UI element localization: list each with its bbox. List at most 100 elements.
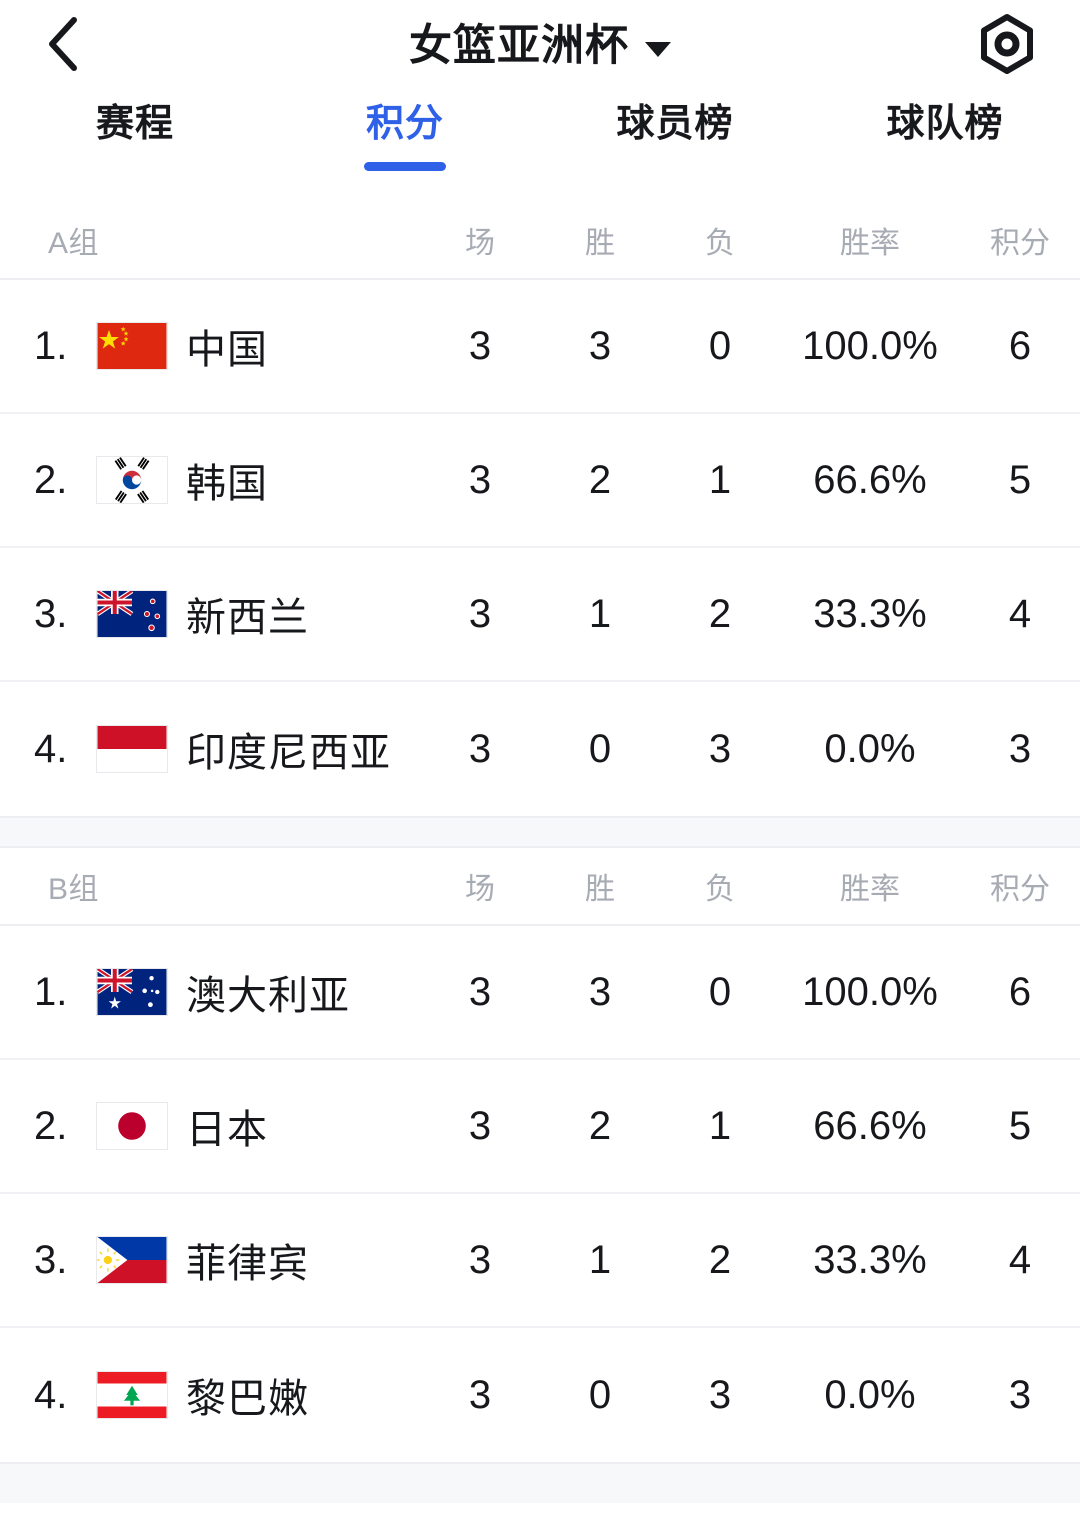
row-rank: 1. (34, 969, 68, 1014)
stat-points: 6 (1008, 969, 1032, 1014)
row-rank: 3. (34, 591, 68, 636)
row-rank: 4. (34, 1372, 68, 1417)
stat-won: 2 (588, 457, 612, 502)
page-title: 女篮亚洲杯 (409, 21, 629, 70)
group-separator-band (0, 816, 1080, 848)
top-navbar: 女篮亚洲杯 (0, 0, 1080, 92)
tab-player-rankings[interactable]: 球员榜 (540, 92, 810, 202)
group-a-table: A组 场 胜 负 胜率 积分 1. (0, 202, 1080, 816)
table-row[interactable]: 4. 黎巴嫩 3 0 3 0.0% 3 (0, 1328, 1080, 1462)
column-header-win-rate: 胜率 (840, 227, 900, 260)
stat-win-rate: 33.3% (813, 1237, 927, 1282)
tab-schedule[interactable]: 赛程 (0, 92, 270, 202)
stat-win-rate: 66.6% (813, 457, 927, 502)
group-b-header-row: B组 场 胜 负 胜率 积分 (0, 848, 1080, 926)
stat-played: 3 (468, 591, 492, 636)
hexagon-gear-icon (976, 13, 1038, 80)
stat-points: 5 (1008, 457, 1032, 502)
team-name: 黎巴嫩 (186, 1377, 309, 1421)
flag-china-icon (96, 322, 168, 370)
stat-won: 1 (588, 1237, 612, 1282)
title-dropdown[interactable]: 女篮亚洲杯 (409, 21, 671, 70)
stat-lost: 3 (708, 1372, 732, 1417)
back-button[interactable] (34, 15, 92, 78)
column-header-played: 场 (465, 227, 495, 260)
row-rank: 3. (34, 1237, 68, 1282)
settings-button[interactable] (976, 13, 1038, 80)
stat-lost: 2 (708, 1237, 732, 1282)
row-rank: 4. (34, 726, 68, 771)
stat-points: 3 (1008, 1372, 1032, 1417)
stat-lost: 3 (708, 726, 732, 771)
tab-standings[interactable]: 积分 (270, 92, 540, 202)
column-header-lost: 负 (705, 227, 735, 260)
stat-won: 0 (588, 1372, 612, 1417)
column-header-lost: 负 (705, 873, 735, 906)
table-row[interactable]: 3. 菲律宾 3 1 2 33.3% 4 (0, 1194, 1080, 1328)
row-rank: 2. (34, 1103, 68, 1148)
group-a-name: A组 (48, 227, 100, 260)
bottom-separator-band (0, 1462, 1080, 1503)
flag-australia-icon (96, 968, 168, 1016)
team-name: 中国 (186, 328, 268, 372)
stat-won: 0 (588, 726, 612, 771)
stat-points: 4 (1008, 591, 1032, 636)
stat-points: 3 (1008, 726, 1032, 771)
team-name: 韩国 (186, 462, 268, 506)
column-header-won: 胜 (585, 227, 615, 260)
table-row[interactable]: 2. 韩国 (0, 414, 1080, 548)
stat-win-rate: 33.3% (813, 591, 927, 636)
stat-win-rate: 0.0% (824, 1372, 916, 1417)
table-row[interactable]: 4. 印度尼西亚 3 0 3 0.0% 3 (0, 682, 1080, 816)
team-name: 印度尼西亚 (186, 731, 391, 775)
tab-underline (634, 162, 716, 171)
stat-played: 3 (468, 1372, 492, 1417)
tab-label: 积分 (365, 103, 444, 145)
flag-japan-icon (96, 1102, 168, 1150)
tab-team-rankings[interactable]: 球队榜 (810, 92, 1080, 202)
stat-won: 3 (588, 969, 612, 1014)
team-name: 澳大利亚 (186, 974, 350, 1018)
group-a-header-row: A组 场 胜 负 胜率 积分 (0, 202, 1080, 280)
stat-lost: 1 (708, 1103, 732, 1148)
stat-win-rate: 100.0% (802, 969, 938, 1014)
tab-underline (364, 161, 446, 171)
flag-philippines-icon (96, 1236, 168, 1284)
column-header-points: 积分 (990, 873, 1050, 906)
table-row[interactable]: 1. 中国 3 3 0 100.0% 6 (0, 280, 1080, 414)
team-name: 菲律宾 (186, 1242, 309, 1286)
row-rank: 2. (34, 457, 68, 502)
group-b-name: B组 (48, 873, 100, 906)
tab-label: 球员榜 (616, 103, 734, 145)
tab-label: 球队榜 (886, 103, 1004, 145)
team-name: 日本 (186, 1108, 268, 1152)
table-row[interactable]: 1. (0, 926, 1080, 1060)
tab-label: 赛程 (95, 103, 174, 145)
stat-lost: 0 (708, 323, 732, 368)
column-header-won: 胜 (585, 873, 615, 906)
stat-win-rate: 100.0% (802, 323, 938, 368)
chevron-left-icon (43, 15, 83, 78)
flag-south-korea-icon (96, 456, 168, 504)
stat-lost: 1 (708, 457, 732, 502)
stat-points: 4 (1008, 1237, 1032, 1282)
stat-points: 6 (1008, 323, 1032, 368)
stat-played: 3 (468, 726, 492, 771)
flag-indonesia-icon (96, 725, 168, 773)
stat-lost: 2 (708, 591, 732, 636)
table-row[interactable]: 3. (0, 548, 1080, 682)
group-b-table: B组 场 胜 负 胜率 积分 1. (0, 848, 1080, 1462)
stat-lost: 0 (708, 969, 732, 1014)
team-name: 新西兰 (186, 596, 309, 640)
stat-played: 3 (468, 323, 492, 368)
tab-bar: 赛程 积分 球员榜 球队榜 (0, 92, 1080, 202)
caret-down-icon (645, 41, 671, 57)
stat-points: 5 (1008, 1103, 1032, 1148)
stat-played: 3 (468, 457, 492, 502)
stat-won: 2 (588, 1103, 612, 1148)
stat-win-rate: 0.0% (824, 726, 916, 771)
table-row[interactable]: 2. 日本 3 2 1 66.6% 5 (0, 1060, 1080, 1194)
stat-played: 3 (468, 969, 492, 1014)
flag-new-zealand-icon (96, 590, 168, 638)
